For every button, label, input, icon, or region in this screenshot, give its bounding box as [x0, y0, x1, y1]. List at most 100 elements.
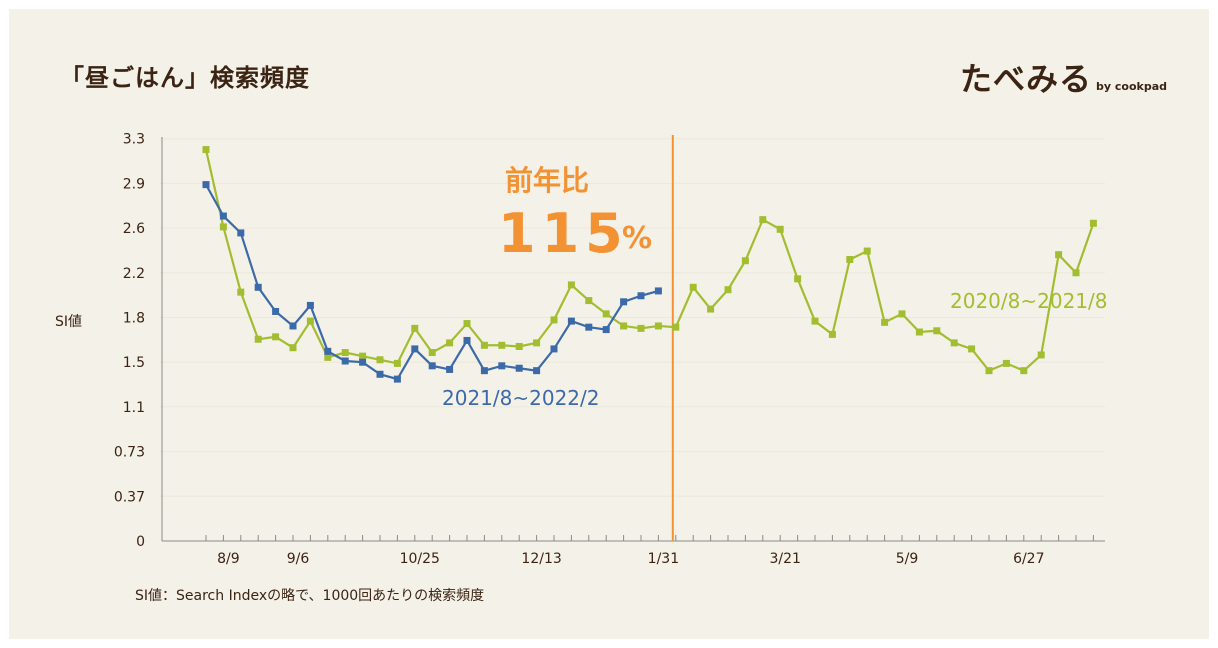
chart-title: 「昼ごはん」検索頻度	[60, 64, 310, 92]
x-tick-label: 9/6	[287, 551, 310, 567]
data-point	[272, 307, 280, 315]
data-point	[863, 247, 871, 255]
data-point	[898, 310, 906, 318]
data-point	[759, 216, 767, 224]
data-point	[463, 336, 471, 344]
y-tick-label: 0	[136, 534, 145, 550]
data-point	[272, 333, 280, 341]
data-point	[654, 287, 662, 295]
data-point	[393, 375, 401, 383]
y-tick-label: 1.8	[123, 311, 145, 327]
data-point	[219, 212, 227, 220]
data-point	[254, 283, 262, 291]
y-tick-label: 2.6	[123, 221, 145, 237]
yoy-unit: %	[622, 221, 652, 256]
brand-logo: たべみる by cookpad	[960, 54, 1167, 100]
data-point	[915, 328, 923, 336]
y-tick-label: 2.2	[123, 266, 145, 282]
data-point	[359, 358, 367, 366]
data-point	[828, 330, 836, 338]
data-point	[933, 327, 941, 335]
data-point	[811, 317, 819, 325]
data-point	[480, 341, 488, 349]
data-point	[585, 297, 593, 305]
data-point	[707, 305, 715, 313]
data-point	[376, 370, 384, 378]
data-point	[289, 322, 297, 330]
yoy-label: 前年比	[505, 164, 589, 197]
x-tick-label: 3/21	[769, 551, 800, 567]
data-point	[237, 229, 245, 237]
data-point	[776, 225, 784, 233]
data-point	[376, 356, 384, 364]
data-point	[254, 335, 262, 343]
data-point	[202, 146, 210, 154]
data-point	[1089, 219, 1097, 227]
series-label-previous: 2020/8~2021/8	[950, 289, 1107, 313]
series-line-0	[204, 149, 1095, 372]
data-point	[620, 322, 628, 330]
y-tick-label: 3.3	[123, 132, 145, 148]
data-point	[324, 347, 332, 355]
data-point	[515, 342, 523, 350]
data-point	[968, 345, 976, 353]
data-point	[672, 323, 680, 331]
data-point	[794, 275, 802, 283]
data-point	[1020, 367, 1028, 375]
data-point	[428, 349, 436, 357]
data-point	[446, 365, 454, 373]
data-point	[341, 349, 349, 357]
data-point	[567, 281, 575, 289]
y-tick-label: 1.5	[123, 355, 145, 371]
data-point	[498, 341, 506, 349]
data-point	[498, 362, 506, 370]
x-tick-label: 10/25	[400, 551, 440, 567]
data-point	[480, 367, 488, 375]
data-point	[846, 256, 854, 264]
x-tick-label: 8/9	[217, 551, 240, 567]
series-label-current: 2021/8~2022/2	[442, 386, 599, 410]
data-point	[637, 292, 645, 300]
data-point	[550, 316, 558, 324]
x-tick-label: 1/31	[648, 551, 679, 567]
y-tick-label: 0.37	[114, 489, 145, 505]
data-point	[306, 317, 314, 325]
data-point	[585, 323, 593, 331]
y-tick-label: 2.9	[123, 176, 145, 192]
data-point	[985, 367, 993, 375]
data-point	[950, 339, 958, 347]
data-point	[533, 367, 541, 375]
x-tick-label: 5/9	[896, 551, 919, 567]
data-point	[689, 283, 697, 291]
x-tick-label: 6/27	[1013, 551, 1044, 567]
data-point	[411, 324, 419, 332]
data-point	[219, 223, 227, 231]
data-point	[533, 339, 541, 347]
data-point	[428, 362, 436, 370]
data-point	[637, 324, 645, 332]
data-point	[741, 257, 749, 265]
data-point	[289, 344, 297, 352]
brand-by: by cookpad	[1096, 80, 1168, 93]
data-point	[341, 357, 349, 365]
data-point	[602, 310, 610, 318]
x-tick-label: 12/13	[521, 551, 561, 567]
data-point	[881, 318, 889, 326]
y-tick-label: 1.1	[123, 400, 145, 416]
data-point	[1037, 351, 1045, 359]
data-point	[359, 352, 367, 360]
data-point	[724, 286, 732, 294]
data-point	[1002, 359, 1010, 367]
data-point	[446, 339, 454, 347]
data-point	[411, 345, 419, 353]
brand-name: たべみる	[960, 60, 1093, 98]
footnote: SI値：Search Indexの略で、1000回あたりの検索頻度	[135, 588, 485, 604]
data-point	[1055, 251, 1063, 259]
y-axis-label: SI値	[55, 314, 82, 330]
data-point	[550, 345, 558, 353]
data-point	[324, 353, 332, 361]
data-point	[567, 317, 575, 325]
data-point	[393, 359, 401, 367]
data-point	[463, 320, 471, 328]
